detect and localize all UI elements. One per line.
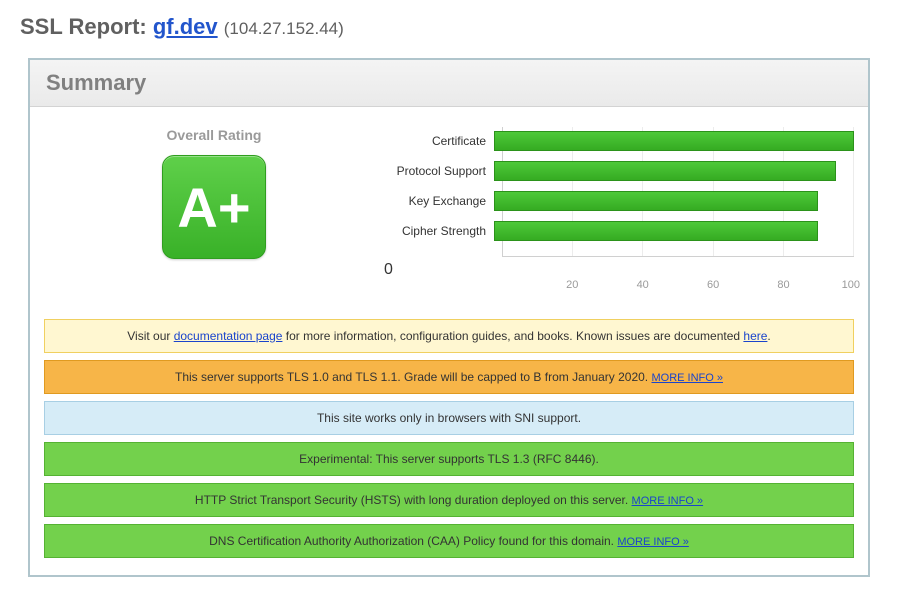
- chart-row: Protocol Support: [384, 161, 854, 181]
- chart-bar-label: Cipher Strength: [384, 224, 494, 238]
- chart-bar: [494, 161, 836, 181]
- chart-row: Cipher Strength: [384, 221, 854, 241]
- page-title: SSL Report: gf.dev (104.27.152.44): [20, 14, 878, 40]
- notice-sni: This site works only in browsers with SN…: [44, 401, 854, 435]
- domain-link[interactable]: gf.dev: [153, 14, 218, 39]
- chart-bar-label: Key Exchange: [384, 194, 494, 208]
- chart-track: [494, 131, 854, 151]
- score-chart: Certificate Protocol Support Key Exchange C…: [384, 121, 854, 291]
- axis-tick: 100: [790, 279, 860, 291]
- notice-documentation: Visit our documentation page for more in…: [44, 319, 854, 353]
- axis-tick: 40: [578, 279, 648, 291]
- axis-tick: 20: [508, 279, 578, 291]
- chart-bar-label: Certificate: [384, 134, 494, 148]
- more-info-link[interactable]: MORE INFO »: [651, 372, 723, 384]
- chart-bar: [494, 191, 818, 211]
- ip-address: (104.27.152.44): [224, 19, 344, 38]
- chart-row: Key Exchange: [384, 191, 854, 211]
- chart-bar: [494, 221, 818, 241]
- notice-hsts: HTTP Strict Transport Security (HSTS) wi…: [44, 483, 854, 517]
- documentation-link[interactable]: documentation page: [174, 329, 283, 343]
- chart-row: Certificate: [384, 131, 854, 151]
- axis-tick: 80: [719, 279, 789, 291]
- chart-track: [494, 221, 854, 241]
- more-info-link[interactable]: MORE INFO »: [632, 495, 704, 507]
- summary-panel: Summary Overall Rating A+ Certificate Pro…: [28, 58, 870, 577]
- rating-row: Overall Rating A+ Certificate Protocol Su…: [44, 121, 854, 291]
- axis-labels: 20 40 60 80 100: [502, 279, 854, 291]
- chart-track: [494, 191, 854, 211]
- chart-bar-label: Protocol Support: [384, 164, 494, 178]
- chart-track: [494, 161, 854, 181]
- summary-body: Overall Rating A+ Certificate Protocol Su…: [30, 107, 868, 575]
- rating-label: Overall Rating: [44, 127, 384, 143]
- summary-heading: Summary: [30, 60, 868, 107]
- title-prefix: SSL Report:: [20, 14, 153, 39]
- notice-tls13: Experimental: This server supports TLS 1…: [44, 442, 854, 476]
- chart-bar: [494, 131, 854, 151]
- grade-badge: A+: [162, 155, 266, 259]
- axis-tick: 60: [649, 279, 719, 291]
- notice-tls-old: This server supports TLS 1.0 and TLS 1.1…: [44, 360, 854, 394]
- notice-caa: DNS Certification Authority Authorizatio…: [44, 524, 854, 558]
- rating-column: Overall Rating A+: [44, 121, 384, 259]
- axis-tick: 0: [384, 261, 393, 278]
- more-info-link[interactable]: MORE INFO »: [617, 536, 689, 548]
- known-issues-link[interactable]: here: [743, 329, 767, 343]
